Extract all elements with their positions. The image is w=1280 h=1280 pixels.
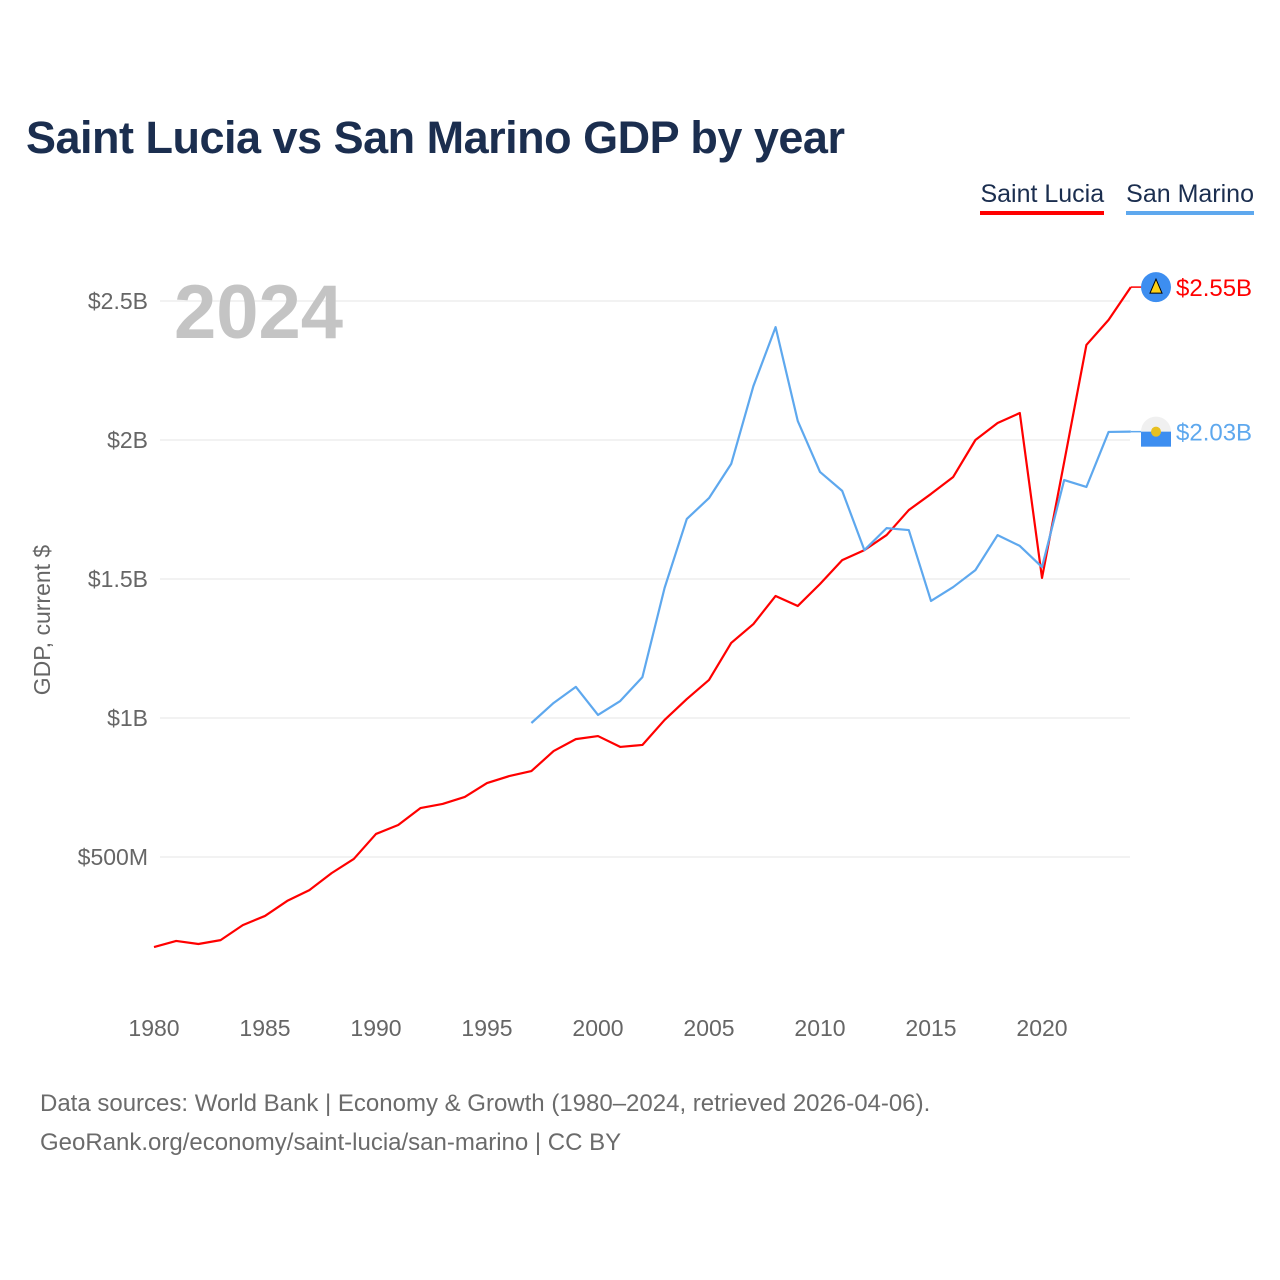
year-watermark: 2024: [174, 270, 343, 355]
y-axis-label: GDP, current $: [29, 545, 55, 696]
series-line-san-marino: [530, 326, 1131, 724]
footer-link[interactable]: GeoRank.org/economy/saint-lucia/san-mari…: [40, 1129, 622, 1156]
flag-emblem-icon: [1151, 426, 1161, 437]
y-tick-label: $1B: [107, 705, 148, 731]
x-tick-label: 2010: [794, 1015, 845, 1041]
flag-stripe: [1141, 431, 1171, 447]
legend-san-marino[interactable]: San Marino: [1126, 180, 1254, 215]
x-tick-label: 1985: [239, 1015, 290, 1041]
x-tick-label: 2005: [683, 1015, 734, 1041]
flag-emblem-icon: [1149, 277, 1163, 294]
y-tick-label: $2.5B: [88, 288, 148, 314]
legend: Saint Lucia San Marino: [980, 180, 1254, 215]
y-tick-label: $500M: [78, 844, 148, 870]
x-tick-label: 1995: [461, 1015, 512, 1041]
footer: Data sources: World Bank | Economy & Gro…: [40, 1084, 930, 1162]
legend-saint-lucia[interactable]: Saint Lucia: [980, 180, 1105, 215]
footer-sources: Data sources: World Bank | Economy & Gro…: [40, 1090, 931, 1117]
x-tick-label: 2020: [1016, 1015, 1067, 1041]
x-tick-label: 2015: [905, 1015, 956, 1041]
x-tick-label: 1980: [128, 1015, 179, 1041]
y-tick-label: $2B: [107, 427, 148, 453]
end-value-label: $2.03B: [1176, 420, 1252, 447]
y-tick-label: $1.5B: [88, 566, 148, 592]
x-tick-label: 2000: [572, 1015, 623, 1041]
chart-title: Saint Lucia vs San Marino GDP by year: [26, 112, 845, 163]
series-line-saint-lucia: [153, 286, 1132, 949]
x-tick-label: 1990: [350, 1015, 401, 1041]
end-value-label: $2.55B: [1176, 275, 1252, 302]
